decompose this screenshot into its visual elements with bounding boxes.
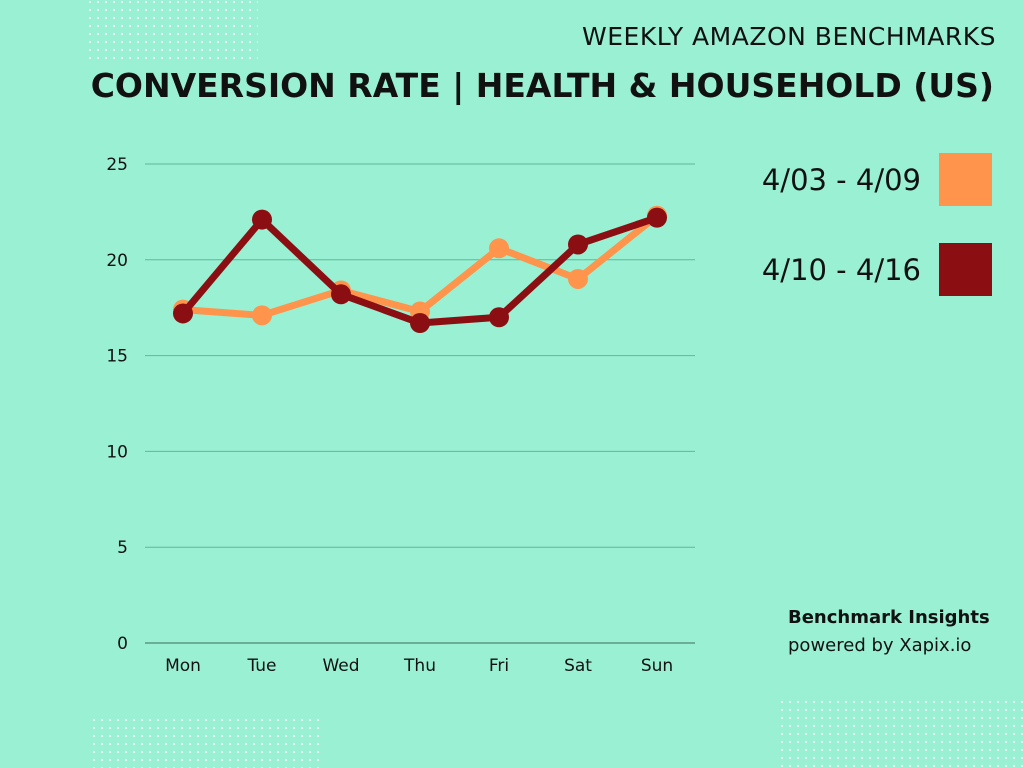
data-point-series-2	[173, 303, 193, 324]
data-point-series-1	[331, 280, 351, 301]
y-tick-label: 10	[106, 442, 128, 462]
legend-item-series-2: 4/10 - 4/16	[762, 243, 992, 296]
decorative-dots-top-left	[88, 0, 258, 60]
data-point-series-2	[647, 207, 667, 228]
x-tick-label: Sun	[641, 656, 673, 676]
y-tick-label: 15	[106, 347, 128, 367]
y-tick-label: 5	[117, 538, 128, 558]
y-tick-label: 0	[117, 634, 128, 654]
chart-subtitle: WEEKLY AMAZON BENCHMARKS	[582, 22, 996, 51]
chart-title: CONVERSION RATE | HEALTH & HOUSEHOLD (US…	[90, 66, 994, 105]
data-point-series-1	[568, 268, 588, 289]
x-tick-label: Thu	[403, 656, 436, 676]
legend-swatch-series-1	[939, 153, 992, 206]
credit-title: Benchmark Insights	[788, 607, 990, 628]
data-point-series-1	[489, 238, 509, 259]
legend-label-series-2: 4/10 - 4/16	[761, 252, 921, 287]
decorative-dots-bottom-left	[92, 718, 322, 768]
x-tick-label: Tue	[246, 656, 276, 676]
legend-label-series-1: 4/03 - 4/09	[761, 162, 921, 197]
x-tick-label: Sat	[564, 656, 592, 676]
x-tick-label: Fri	[489, 656, 509, 676]
data-point-series-1	[173, 299, 193, 320]
x-tick-label: Wed	[322, 656, 359, 676]
decorative-dots-bottom-right	[780, 700, 1024, 768]
legend-item-series-1: 4/03 - 4/09	[762, 153, 992, 206]
series-line-2	[179, 214, 661, 327]
legend-swatch-series-2	[939, 243, 992, 296]
series-line-1	[179, 212, 661, 319]
credit-block: Benchmark Insights powered by Xapix.io	[788, 604, 990, 660]
data-point-series-2	[331, 284, 351, 305]
data-point-series-2	[568, 234, 588, 255]
credit-subtitle: powered by Xapix.io	[788, 635, 972, 656]
data-point-series-1	[410, 301, 430, 322]
data-point-series-2	[252, 209, 272, 230]
y-tick-label: 25	[106, 155, 128, 175]
x-tick-label: Mon	[165, 656, 201, 676]
y-tick-label: 20	[106, 251, 128, 271]
data-point-series-2	[489, 307, 509, 328]
data-point-series-1	[252, 305, 272, 326]
data-point-series-1	[647, 205, 667, 226]
data-point-series-2	[410, 313, 430, 334]
